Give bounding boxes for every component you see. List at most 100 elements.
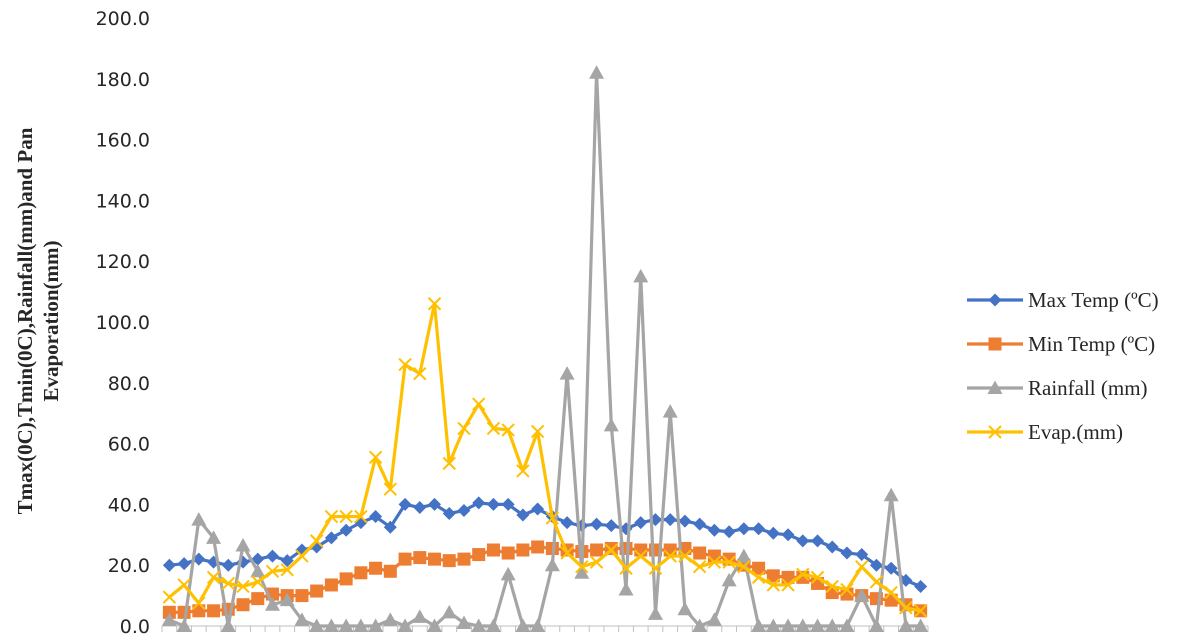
data-point (295, 549, 309, 563)
data-point (678, 549, 692, 563)
data-point (428, 552, 442, 566)
data-point (516, 543, 530, 557)
data-point (825, 579, 839, 594)
data-point (339, 509, 353, 524)
data-point (781, 528, 795, 542)
data-point (988, 337, 1002, 351)
data-point (678, 514, 692, 528)
data-point (428, 497, 442, 511)
data-point (251, 575, 265, 589)
data-point (441, 604, 457, 619)
data-point (722, 525, 736, 539)
data-point (899, 601, 913, 615)
data-point (751, 618, 767, 632)
data-point (368, 450, 383, 464)
data-point (472, 548, 486, 562)
data-point (486, 421, 501, 436)
y-tick-label: 140.0 (96, 190, 150, 212)
data-point (914, 579, 928, 593)
data-point (634, 549, 648, 563)
data-point (810, 570, 825, 585)
data-point (619, 561, 633, 575)
data-point (338, 618, 354, 632)
data-point (898, 618, 914, 632)
data-point (221, 576, 235, 591)
data-point (869, 558, 883, 572)
data-point (855, 560, 869, 574)
data-point (412, 609, 428, 623)
data-point (472, 397, 486, 411)
y-tick-label: 180.0 (96, 69, 150, 91)
data-point (560, 516, 574, 530)
legend-item: Rainfall (mm) (967, 376, 1148, 400)
data-point (486, 543, 500, 557)
data-point (531, 502, 545, 516)
data-point (884, 561, 898, 575)
data-point (427, 297, 442, 311)
data-point (884, 585, 898, 600)
data-point (721, 572, 737, 587)
data-point (560, 546, 574, 560)
data-point (810, 618, 826, 632)
data-point (604, 543, 618, 557)
data-point (161, 612, 177, 626)
data-point (324, 578, 338, 592)
data-point (192, 596, 206, 610)
y-tick-label: 120.0 (96, 251, 150, 273)
data-point (206, 530, 222, 544)
plot-area (161, 65, 929, 632)
data-point (796, 534, 810, 548)
data-point (589, 555, 604, 569)
data-point (383, 482, 398, 496)
data-point (647, 606, 663, 620)
data-point (634, 516, 648, 530)
data-point (618, 582, 634, 596)
data-point (398, 497, 412, 511)
data-point (781, 578, 795, 592)
y-axis-title-line-1: Tmax(0C),Tmin(0C),Rainfall(mm)and Pan (13, 127, 37, 514)
data-point (545, 511, 560, 525)
data-point (574, 565, 590, 579)
data-point (663, 513, 677, 527)
data-point (457, 552, 471, 566)
data-point (707, 523, 721, 537)
data-point (811, 534, 825, 548)
data-point (988, 293, 1002, 307)
data-point (398, 552, 412, 566)
data-point (765, 618, 781, 632)
data-point (766, 578, 781, 592)
data-point (515, 618, 531, 632)
data-point (840, 587, 854, 601)
data-point (221, 558, 235, 572)
data-point (471, 618, 487, 632)
data-point (825, 540, 839, 554)
data-point (840, 582, 854, 597)
data-point (693, 517, 707, 531)
data-point (177, 557, 191, 571)
data-point (501, 423, 515, 437)
series-4 (162, 297, 928, 618)
data-point (177, 578, 191, 592)
data-point (604, 519, 618, 533)
data-point (220, 618, 236, 632)
data-point (265, 549, 279, 563)
series-line (169, 501, 922, 588)
data-point (840, 546, 854, 560)
y-tick-label: 80.0 (108, 373, 150, 395)
data-point (294, 612, 310, 626)
y-tick-label: 200.0 (96, 8, 150, 30)
data-point (766, 569, 780, 583)
data-point (603, 417, 619, 432)
data-point (530, 424, 545, 439)
data-point (162, 558, 176, 572)
data-point (264, 597, 280, 611)
data-point (706, 612, 722, 626)
data-point (207, 604, 221, 618)
data-point (192, 552, 206, 566)
data-point (780, 618, 796, 632)
data-point (235, 537, 251, 552)
data-point (752, 522, 766, 536)
data-point (236, 598, 250, 612)
data-point (854, 588, 870, 602)
data-point (323, 618, 339, 632)
